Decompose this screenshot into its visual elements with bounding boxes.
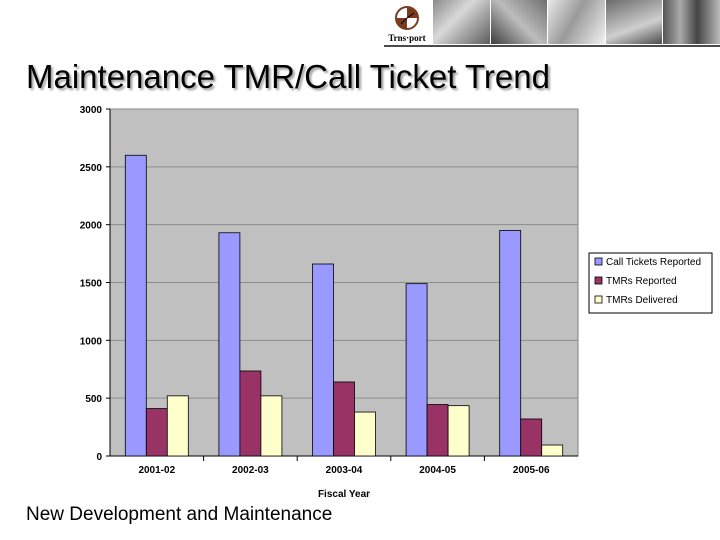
bar [166,395,189,457]
x-tick-label: 2002-03 [232,465,269,476]
legend-label: TMRs Delivered [606,295,678,306]
bar [218,232,241,457]
bar [447,405,470,457]
y-tick-label: 500 [85,394,102,405]
legend-swatch [594,257,603,266]
slide-footer: New Development and Maintenance [26,504,333,525]
y-tick-label: 2500 [80,163,103,174]
header-photo-strip [432,0,720,44]
bar [354,411,376,457]
x-axis-label: Fiscal Year [318,489,370,500]
bar [145,408,168,457]
header-photo [432,0,490,44]
legend-swatch [594,295,603,304]
bar [541,444,564,457]
x-tick-label: 2005-06 [513,465,550,476]
header-photo [547,0,605,44]
bar [239,370,262,457]
bar [124,154,147,457]
bar [333,381,355,457]
y-tick-label: 3000 [80,105,103,116]
y-tick-label: 1500 [80,279,103,290]
bar [260,395,283,457]
header-rule [384,45,720,47]
header-photo [662,0,720,44]
bar [426,404,449,457]
trnsport-logo: Trns·port [388,6,426,43]
x-tick-label: 2001-02 [138,465,175,476]
header-photo [604,0,663,44]
slide-title: Maintenance TMR/Call Ticket Trend [26,58,550,95]
bar [520,418,543,457]
y-tick-label: 0 [96,452,102,463]
bar [405,283,428,457]
legend-label: Call Tickets Reported [606,257,701,268]
logo-text: Trns·port [388,33,425,43]
x-tick-label: 2003-04 [326,465,363,476]
y-tick-label: 1000 [80,336,103,347]
legend-box [588,252,713,314]
bar [312,263,334,457]
y-tick-label: 2000 [80,221,103,232]
header-photo [489,0,548,44]
legend-label: TMRs Reported [606,276,677,287]
legend-swatch [594,276,603,285]
bar [499,230,522,457]
x-tick-label: 2004-05 [419,465,456,476]
